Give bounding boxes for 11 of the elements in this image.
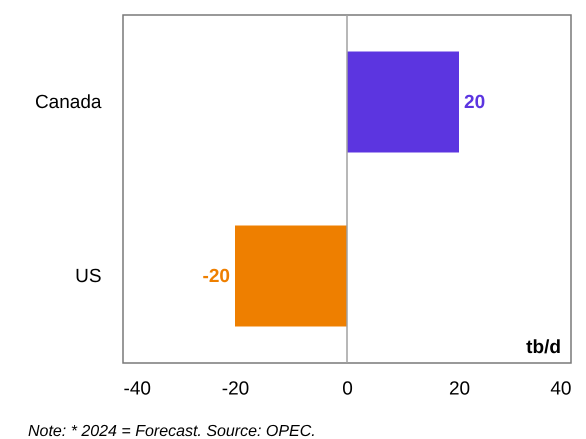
x-tick-label: 0 (342, 378, 353, 400)
x-tick-label: -40 (124, 378, 151, 400)
x-tick-label: 40 (550, 378, 572, 400)
x-tick-label: 20 (448, 378, 470, 400)
y-tick-label: US (75, 266, 102, 287)
x-tick-label: -20 (222, 378, 250, 400)
text: Note: * 2024 = Forecast. Source: OPEC. (28, 423, 316, 439)
data-label: -20 (202, 266, 230, 287)
x-axis-title: tb/d (526, 337, 561, 358)
y-tick-label: Canada (34, 92, 102, 113)
data-label: 20 (464, 92, 486, 113)
